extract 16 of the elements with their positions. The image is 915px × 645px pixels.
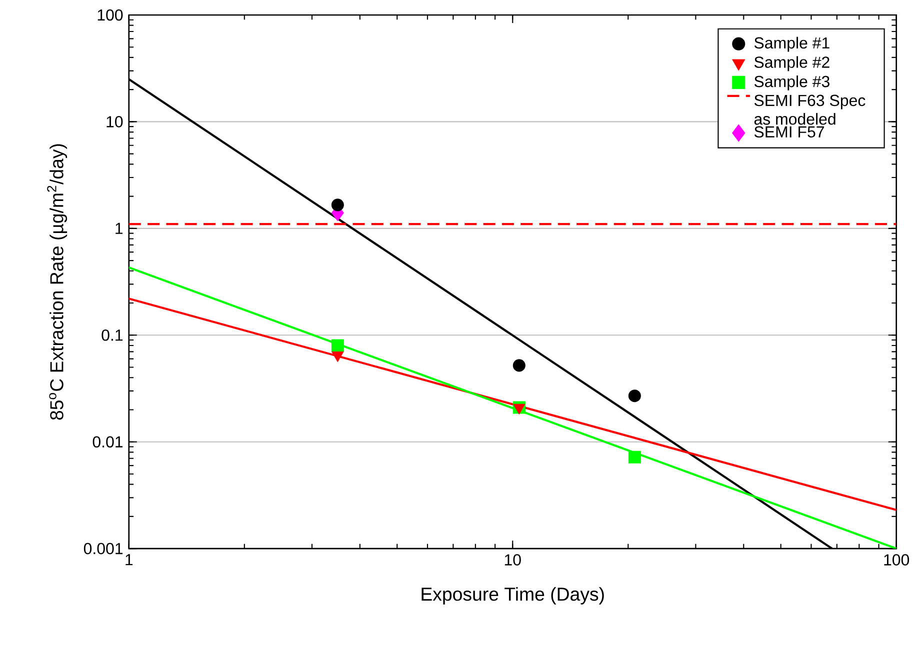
legend-label: SEMI F63 Spec as modeled [754, 95, 866, 125]
legend-label: Sample #3 [754, 76, 830, 91]
y-tick-label: 0.1 [102, 330, 123, 342]
x-tick-label: 100 [884, 554, 910, 566]
legend-label: SEMI F57 [754, 126, 824, 138]
x-tick-label: 1 [126, 554, 133, 566]
y-tick-label: 0.001 [84, 543, 123, 554]
y-tick-label: 0.01 [92, 436, 123, 448]
y-tick-label: 1 [116, 223, 123, 234]
legend-label: Sample #2 [754, 56, 830, 72]
x-axis-title: Exposure Time (Days) [422, 587, 604, 605]
y-axis-title: 85$^{o}$C Extraction Rate (µg/m$^{2}$/day) [47, 144, 68, 420]
legend-label: Sample #1 [754, 37, 830, 52]
y-tick-label: 10 [106, 116, 123, 128]
y-tick-label: 100 [98, 10, 123, 21]
x-tick-label: 10 [504, 554, 521, 566]
